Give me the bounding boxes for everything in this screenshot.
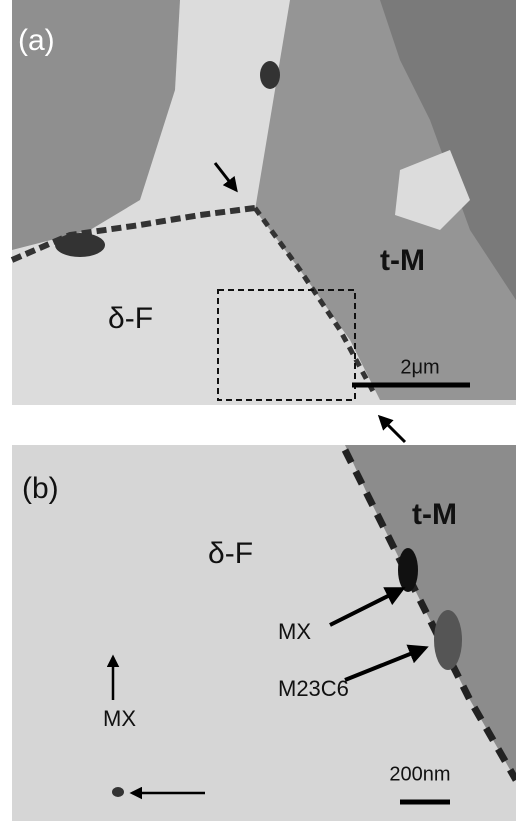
annotation: MX [103,706,136,731]
scale-bar-label: 2μm [400,356,439,378]
annotation: MX [278,619,311,644]
panel-label: (b) [22,472,59,505]
figure: (a) t-M δ-F 2μm (b) δ-F t-M MX M23C6 MX … [0,0,516,821]
precipitate [398,548,418,592]
panel-label: (a) [18,24,55,57]
precipitate [112,787,124,797]
precipitate [260,61,280,89]
panel-b: (b) δ-F t-M MX M23C6 MX 200nm [12,445,516,821]
phase-label: t-M [380,244,425,277]
phase-label: δ-F [108,302,153,335]
phase-label: t-M [412,498,457,531]
precipitate [434,610,462,670]
arrow [380,417,405,442]
phase-label: δ-F [208,537,253,570]
scale-bar-label: 200nm [389,763,450,785]
precipitate [55,233,105,257]
annotation: M23C6 [278,676,349,701]
panel-a: (a) t-M δ-F 2μm [12,0,516,442]
